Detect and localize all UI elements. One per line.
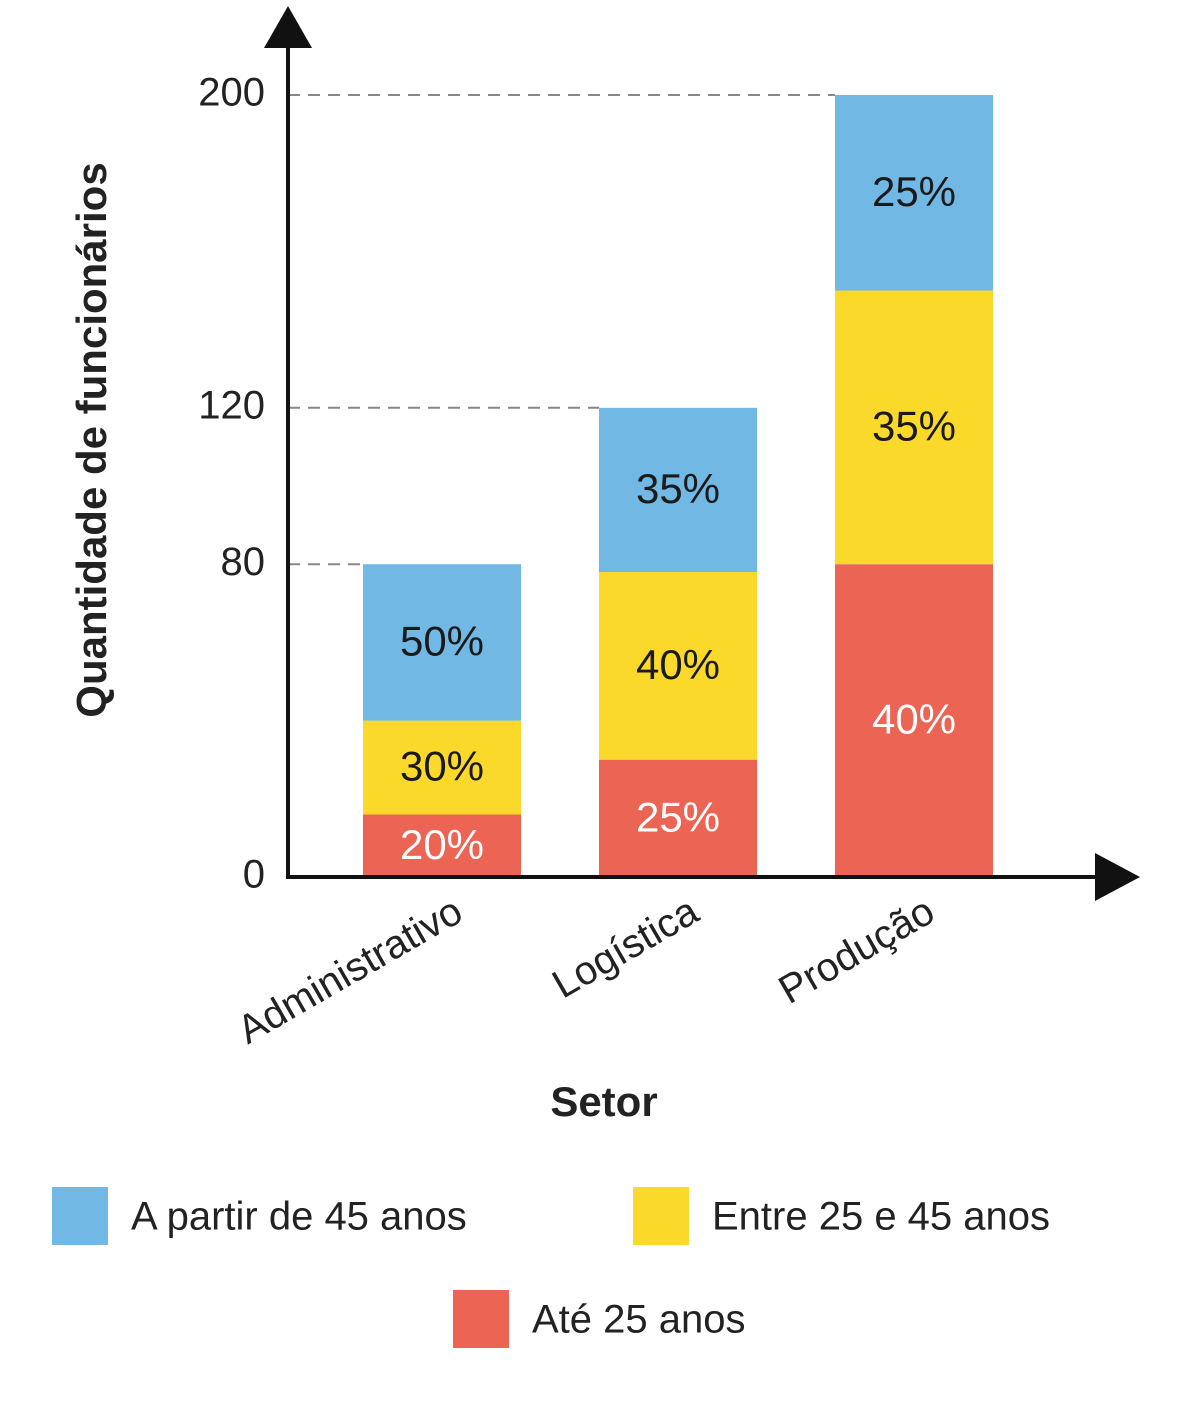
bar-segment — [835, 290, 993, 565]
legend-label: A partir de 45 anos — [131, 1195, 467, 1239]
legend-swatch — [453, 1290, 509, 1348]
bar-segment — [835, 564, 993, 877]
y-tick-label: 120 — [198, 383, 265, 427]
bar-segment — [363, 814, 521, 877]
x-axis-arrow — [1095, 853, 1140, 901]
data-label: 35% — [636, 465, 720, 512]
data-label: 40% — [872, 696, 956, 743]
data-label: 20% — [400, 821, 484, 868]
bar-segment — [599, 407, 757, 573]
x-tick-label: Logística — [545, 888, 706, 1007]
data-label: 25% — [872, 168, 956, 215]
bar-segment — [835, 95, 993, 291]
x-tick-label: Administrativo — [230, 889, 470, 1053]
x-tick-label: Produção — [771, 889, 941, 1013]
data-label: 30% — [400, 743, 484, 790]
y-axis-title: Quantidade de funcionários — [68, 162, 115, 717]
legend-label: Entre 25 e 45 anos — [712, 1195, 1050, 1239]
legend-label: Até 25 anos — [532, 1298, 746, 1342]
y-tick-label: 0 — [243, 853, 265, 897]
data-label: 35% — [872, 402, 956, 449]
data-label: 50% — [400, 617, 484, 664]
data-label: 25% — [636, 793, 720, 840]
bar-segment — [363, 720, 521, 815]
bar-segment — [599, 759, 757, 877]
x-axis-title: Setor — [550, 1078, 657, 1125]
y-tick-label: 80 — [221, 540, 266, 584]
data-label: 40% — [636, 641, 720, 688]
y-tick-label: 200 — [198, 71, 265, 115]
legend-swatch — [52, 1187, 108, 1245]
bar-segment — [363, 564, 521, 721]
legend-swatch — [633, 1187, 689, 1245]
bar-segment — [599, 572, 757, 760]
y-axis-arrow — [264, 6, 312, 48]
